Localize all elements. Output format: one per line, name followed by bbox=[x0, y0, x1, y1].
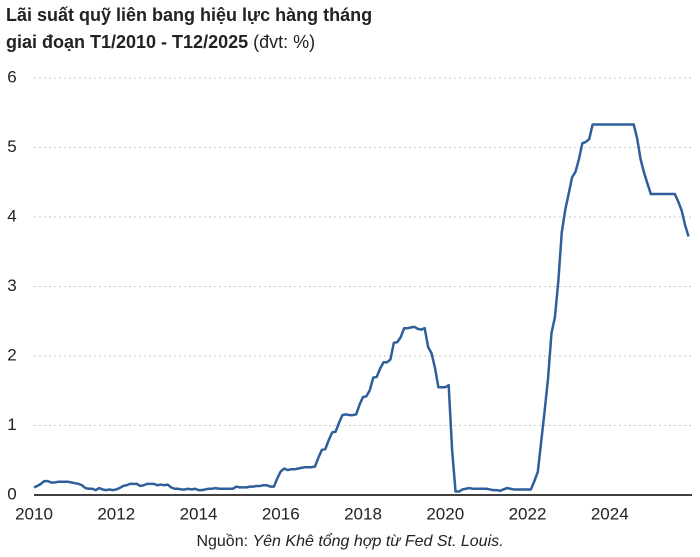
line-series bbox=[33, 123, 690, 493]
y-tick-label: 5 bbox=[7, 137, 16, 156]
source-text: Yên Khê tổng hợp từ Fed St. Louis. bbox=[252, 532, 503, 550]
source: Nguồn: Yên Khê tổng hợp từ Fed St. Louis… bbox=[196, 532, 503, 550]
x-tick-label: 2024 bbox=[591, 504, 629, 523]
y-tick-label: 2 bbox=[7, 345, 16, 364]
y-tick-label: 4 bbox=[7, 206, 16, 225]
y-tick-label: 6 bbox=[7, 67, 16, 86]
x-tick-label: 2018 bbox=[344, 504, 382, 523]
chart-title: Lãi suất quỹ liên bang hiệu lực hàng thá… bbox=[6, 5, 372, 25]
chart-subtitle: giai đoạn T1/2010 - T12/2025 bbox=[6, 32, 248, 52]
x-tick-label: 2014 bbox=[180, 504, 218, 523]
y-tick-label: 3 bbox=[7, 276, 16, 295]
x-tick-label: 2022 bbox=[509, 504, 547, 523]
x-tick-label: 2020 bbox=[426, 504, 464, 523]
chart-title: giai đoạn T1/2010 - T12/2025 (đvt: %) bbox=[6, 32, 315, 52]
unit: (đvt: %) bbox=[253, 32, 315, 52]
y-tick-label: 0 bbox=[7, 484, 16, 503]
x-tick-label: 2012 bbox=[97, 504, 135, 523]
source-label: Nguồn: bbox=[196, 533, 248, 550]
x-tick-label: 2010 bbox=[15, 504, 53, 523]
x-tick-label: 2016 bbox=[262, 504, 300, 523]
y-tick-label: 1 bbox=[7, 415, 16, 434]
